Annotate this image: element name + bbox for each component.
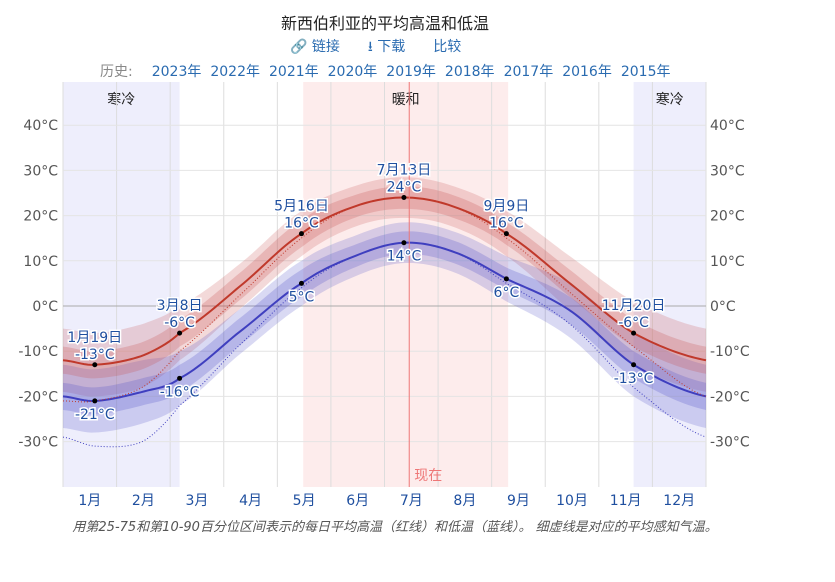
season-label: 暖和: [392, 92, 420, 108]
month-label: 2月: [132, 493, 155, 509]
annotation-high: 16°C: [489, 216, 524, 232]
y-tick-label-right: 40°C: [710, 118, 745, 134]
y-tick-label-left: -30°C: [18, 435, 58, 451]
high-point: [298, 231, 304, 237]
annotation-high: -6°C: [618, 315, 649, 331]
y-tick-label-left: 20°C: [23, 209, 58, 225]
high-point: [503, 231, 509, 237]
history-label: 历史:: [100, 64, 133, 80]
season-band: [633, 82, 706, 487]
month-label: 11月: [610, 493, 642, 509]
month-label: 9月: [507, 493, 530, 509]
month-label: 8月: [453, 493, 476, 509]
history-year-link[interactable]: 2019年: [386, 64, 436, 80]
annotation-low: -21°C: [75, 407, 115, 423]
low-point: [401, 240, 407, 246]
y-tick-label-left: 0°C: [32, 299, 58, 315]
high-point: [177, 330, 183, 336]
annotation-date: 3月8日: [157, 298, 203, 314]
history-bar: 历史: 2023年 2022年 2021年 2020年 2019年 2018年 …: [100, 61, 670, 81]
annotation-date: 11月20日: [602, 298, 666, 314]
high-band-10-90: [63, 177, 706, 397]
high-point: [92, 362, 98, 368]
annotation-low: -16°C: [160, 384, 200, 400]
month-label: 7月: [400, 493, 423, 509]
y-tick-label-right: -30°C: [710, 435, 750, 451]
low-point: [298, 280, 304, 286]
history-year-link[interactable]: 2017年: [503, 64, 554, 80]
y-tick-label-left: 40°C: [23, 118, 58, 134]
feels_high-line: [62, 197, 707, 403]
y-tick-label-right: 10°C: [710, 254, 745, 270]
low-point: [631, 362, 637, 368]
history-year-link[interactable]: 2016年: [562, 64, 612, 80]
download-button[interactable]: ⭳ 下载: [367, 39, 406, 55]
month-label: 10月: [556, 493, 588, 509]
month-label: 5月: [293, 493, 316, 509]
chart-title: 新西伯利亚的平均高温和低温: [280, 14, 489, 33]
high-point: [401, 195, 407, 201]
y-tick-label-left: -10°C: [18, 344, 58, 360]
annotation-date: 7月13日: [377, 163, 432, 179]
annotation-date: 1月19日: [67, 330, 122, 346]
compare-button[interactable]: 比较: [433, 39, 462, 55]
annotation-high: -6°C: [164, 315, 195, 331]
y-tick-label-left: -20°C: [18, 389, 58, 405]
chart-caption: 用第25-75和第10-90百分位区间表示的每日平均高温（红线）和低温（蓝线）。…: [72, 520, 718, 535]
history-year-link[interactable]: 2022年: [210, 64, 260, 80]
annotation-high: 24°C: [387, 180, 422, 196]
annotation-high: -13°C: [75, 347, 115, 363]
annotation-low: 6°C: [494, 285, 520, 301]
history-year-link[interactable]: 2020年: [327, 64, 378, 80]
annotation-high: 16°C: [284, 216, 319, 232]
month-label: 12月: [663, 493, 695, 509]
history-year-link[interactable]: 2023年: [151, 64, 202, 80]
low-point: [503, 276, 509, 282]
download-icon: ⭳: [367, 39, 373, 55]
low-band-10-90: [63, 222, 706, 433]
y-tick-label-right: 20°C: [710, 209, 745, 225]
history-year-link[interactable]: 2015年: [620, 64, 671, 80]
month-label: 4月: [239, 493, 262, 509]
season-label: 寒冷: [656, 91, 684, 108]
high-point: [631, 330, 637, 336]
today-label: 现在: [414, 468, 442, 484]
month-label: 1月: [78, 493, 101, 509]
low-point: [92, 398, 98, 404]
season-label: 寒冷: [107, 91, 135, 108]
annotation-date: 5月16日: [274, 199, 329, 215]
month-label: 3月: [185, 493, 208, 509]
annotation-date: 9月9日: [483, 199, 529, 215]
y-tick-label-right: 0°C: [710, 299, 736, 315]
history-year-link[interactable]: 2021年: [269, 64, 319, 80]
annotation-low: -13°C: [614, 371, 654, 387]
season-band: [303, 82, 509, 487]
link-icon: 🔗: [290, 39, 308, 55]
low-point: [177, 375, 183, 381]
y-tick-label-left: 30°C: [23, 163, 58, 179]
y-tick-label-right: -20°C: [710, 389, 750, 405]
history-year-link[interactable]: 2018年: [444, 64, 495, 80]
link-button[interactable]: 🔗 链接: [290, 39, 340, 55]
y-tick-label-right: 30°C: [710, 163, 745, 179]
y-tick-label-right: -10°C: [710, 344, 750, 360]
season-band: [63, 82, 180, 487]
annotation-low: 5°C: [289, 289, 315, 305]
annotation-low: 14°C: [387, 249, 422, 265]
y-tick-label-left: 10°C: [23, 254, 58, 270]
feels_low-line: [62, 242, 707, 448]
month-label: 6月: [346, 493, 369, 509]
